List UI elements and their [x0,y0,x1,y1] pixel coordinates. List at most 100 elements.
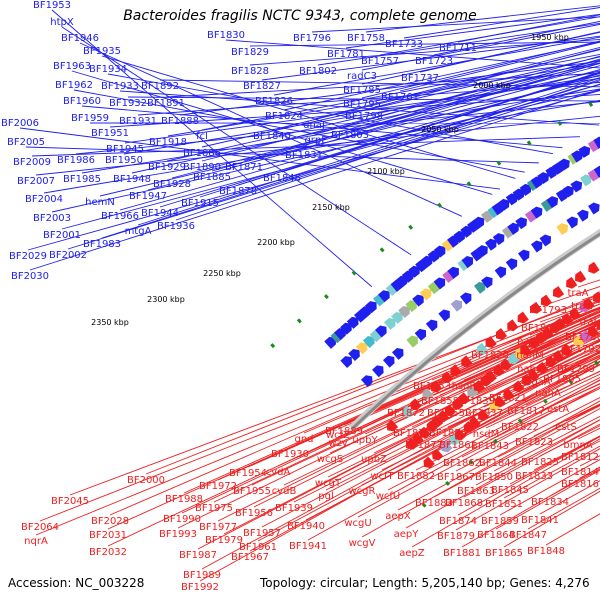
gene-arrow [561,312,574,325]
gene-arrow [463,421,475,433]
ruler-tick [526,140,532,146]
leader-line [51,9,373,288]
gene-label: BF1781 [327,49,365,60]
feature-block [556,223,568,236]
gene-arrow [461,256,474,269]
gene-label: BF1967 [231,552,269,563]
leader-line [303,62,600,150]
gene-label: wcgV [349,538,376,549]
leader-line [337,315,600,430]
gene-label: BF1892 [141,81,179,92]
leader-line [433,20,600,56]
gene-label: BF1824 [265,111,303,122]
leader-line [131,70,600,174]
gene-label: BF1987 [179,550,217,561]
gene-label: BF1799 [557,364,595,375]
gene-label: BF1812 [561,452,599,463]
ruler-tick [466,181,472,187]
leader-line [201,56,600,148]
gene-label: BF1858 [421,396,459,407]
feature-block [467,385,479,398]
ruler-tick [496,160,502,166]
gene-arrow [431,415,444,428]
gene-arrow [530,301,543,314]
leader-line [365,5,600,33]
ruler-tick [588,101,594,107]
gene-arrow [574,270,587,283]
feature-block [450,299,463,312]
ruler-tick [437,202,443,208]
gene-label: BF1841 [521,515,559,526]
leader-line [107,313,600,547]
gene-label: BF2032 [89,547,127,558]
leader-line [107,307,600,530]
gene-label: BF1931 [119,116,157,127]
gene-label: BF1960 [63,96,101,107]
feature-block [422,387,434,400]
leader-line [281,72,600,173]
gene-arrow [408,265,420,278]
gene-label: BF1850 [475,472,513,483]
gene-label: aepY [394,529,420,540]
gene-label: fcl [196,131,208,142]
gene-label: BF1956 [235,508,273,519]
gene-label: BF1932 [109,98,147,109]
feature-block [398,306,410,319]
gene-label: BF1801 [521,323,559,334]
gene-label: BF2002 [49,250,87,261]
leader-line [223,340,600,535]
gene-arrow [438,309,450,322]
gene-label: BF1877 [405,440,443,451]
leader-line [317,22,600,66]
gene-label: BF1918 [149,137,187,148]
gene-arrow [348,349,360,361]
gene-arrow [593,165,600,178]
gene-label: BF1792 [563,344,600,355]
gene-arrow [452,398,464,410]
gene-arrow [485,370,497,383]
gene-label: BF1948 [113,174,151,185]
leader-line [109,303,600,516]
ruler-label: 2300 kbp [147,295,185,304]
leader-line [217,309,600,481]
gene-arrow [493,364,505,376]
gene-arrow [454,428,466,441]
gene-arrow [427,250,440,263]
leader-line [35,303,600,536]
ruler-tick [493,438,499,444]
gene-label: BF1941 [289,541,327,552]
leader-line [201,59,600,162]
ruler-tick [568,379,574,385]
gene-arrow [477,409,490,421]
ruler-tick [594,360,600,366]
ruler-label: 2000 kbp [473,81,511,90]
gene-label: BF1878 [219,186,257,197]
gene-arrow [588,202,600,215]
gene-arrow [507,319,519,332]
gene-label: BF1989 [183,570,221,581]
leader-line [433,408,600,498]
gene-arrow [447,235,459,248]
gene-label: wcgT [315,478,342,489]
gene-label: BF2006 [1,118,39,129]
gene-label: nqrA [24,536,48,547]
gene-arrow [492,233,505,246]
gene-label: BF1933 [101,81,139,92]
gene-label: BF1946 [61,33,99,44]
feature-block [579,174,592,187]
leader-line [201,351,600,570]
gene-label: BF1954 [229,468,267,479]
gene-label: upbY [352,435,378,446]
gene-arrow [519,183,532,196]
leader-line [399,41,600,92]
gene-arrow [552,286,565,298]
gene-arrow [372,365,384,378]
leader-line [109,93,600,128]
leader-line [243,60,600,162]
leader-line [25,146,539,164]
gene-label: BF1957 [243,528,281,539]
gene-label: BF1881 [443,548,481,559]
feature-block [573,335,585,348]
ruler-tick [351,270,357,276]
gene-arrow [539,234,552,247]
